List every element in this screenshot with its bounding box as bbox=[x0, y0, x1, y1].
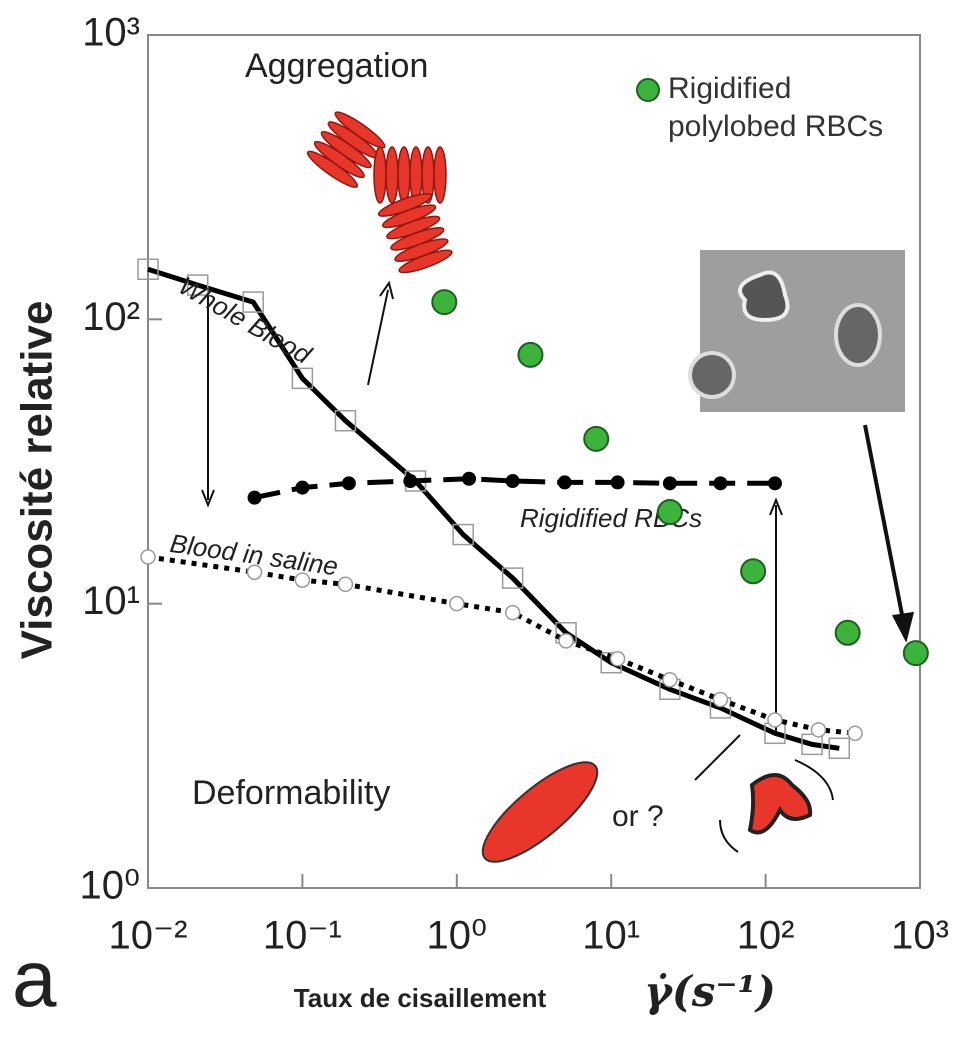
annotation: Aggregation bbox=[245, 47, 428, 85]
marker bbox=[291, 367, 314, 390]
y-axis-label: Viscosité relative bbox=[13, 301, 62, 660]
marker bbox=[847, 725, 863, 742]
y-tick-label: 10² bbox=[82, 295, 140, 339]
legend-marker bbox=[636, 78, 660, 102]
aggregation-illustration bbox=[306, 111, 453, 274]
marker bbox=[767, 476, 782, 491]
marker bbox=[662, 476, 677, 491]
marker bbox=[828, 737, 851, 760]
x-tick-label: 10⁻² bbox=[109, 914, 188, 958]
marker bbox=[242, 291, 264, 313]
series-line bbox=[254, 476, 775, 501]
marker bbox=[740, 558, 767, 585]
marker bbox=[902, 640, 929, 667]
marker bbox=[656, 499, 683, 526]
marker bbox=[294, 572, 311, 588]
x-tick-label: 10³ bbox=[891, 914, 949, 958]
marker bbox=[501, 567, 524, 589]
marker bbox=[187, 274, 209, 296]
micrograph bbox=[688, 250, 905, 412]
marker bbox=[431, 289, 458, 316]
marker bbox=[337, 576, 354, 593]
marker bbox=[140, 549, 156, 565]
deformed-cell bbox=[481, 761, 599, 863]
marker bbox=[558, 633, 574, 649]
marker bbox=[462, 471, 477, 486]
marker bbox=[247, 490, 262, 505]
marker bbox=[609, 651, 626, 667]
marker bbox=[713, 476, 728, 491]
arrows bbox=[201, 280, 914, 853]
marker bbox=[341, 476, 356, 491]
marker bbox=[449, 595, 465, 612]
marker bbox=[452, 523, 474, 546]
marker bbox=[767, 712, 783, 728]
marker bbox=[834, 619, 861, 646]
marker bbox=[246, 564, 263, 580]
marker bbox=[295, 480, 310, 495]
marker bbox=[137, 258, 159, 281]
annotation: Deformability bbox=[192, 774, 390, 812]
y-tick-label: 10¹ bbox=[82, 579, 140, 623]
marker bbox=[557, 475, 572, 490]
marker bbox=[334, 409, 357, 432]
marker bbox=[712, 691, 729, 708]
marker bbox=[662, 672, 678, 688]
x-tick-label: 10⁰ bbox=[427, 914, 488, 958]
marker bbox=[403, 474, 418, 489]
plot-frame bbox=[147, 34, 921, 889]
series-label: Whole Blood bbox=[174, 270, 318, 370]
x-tick-label: 10² bbox=[737, 914, 795, 958]
marker bbox=[583, 425, 610, 452]
y-tick-label: 10³ bbox=[82, 11, 140, 55]
marker bbox=[517, 341, 544, 368]
x-tick-label: 10⁻¹ bbox=[263, 914, 342, 958]
legend: Rigidified polylobed RBCs bbox=[668, 72, 884, 143]
marker bbox=[610, 475, 625, 490]
marker bbox=[810, 722, 827, 738]
series-line bbox=[147, 266, 840, 751]
x-tick-label: 10¹ bbox=[582, 914, 640, 958]
marker bbox=[505, 474, 520, 489]
panel-label: a bbox=[12, 934, 57, 1023]
annotation: or ? bbox=[612, 800, 664, 833]
y-tick-label: 10⁰ bbox=[79, 864, 140, 908]
trilobed-cell bbox=[747, 773, 813, 835]
x-axis-label: Taux de cisaillement bbox=[294, 983, 547, 1013]
x-axis-unit: γ̇(s⁻¹) bbox=[644, 967, 776, 1016]
marker bbox=[504, 604, 521, 621]
marker bbox=[801, 733, 823, 756]
